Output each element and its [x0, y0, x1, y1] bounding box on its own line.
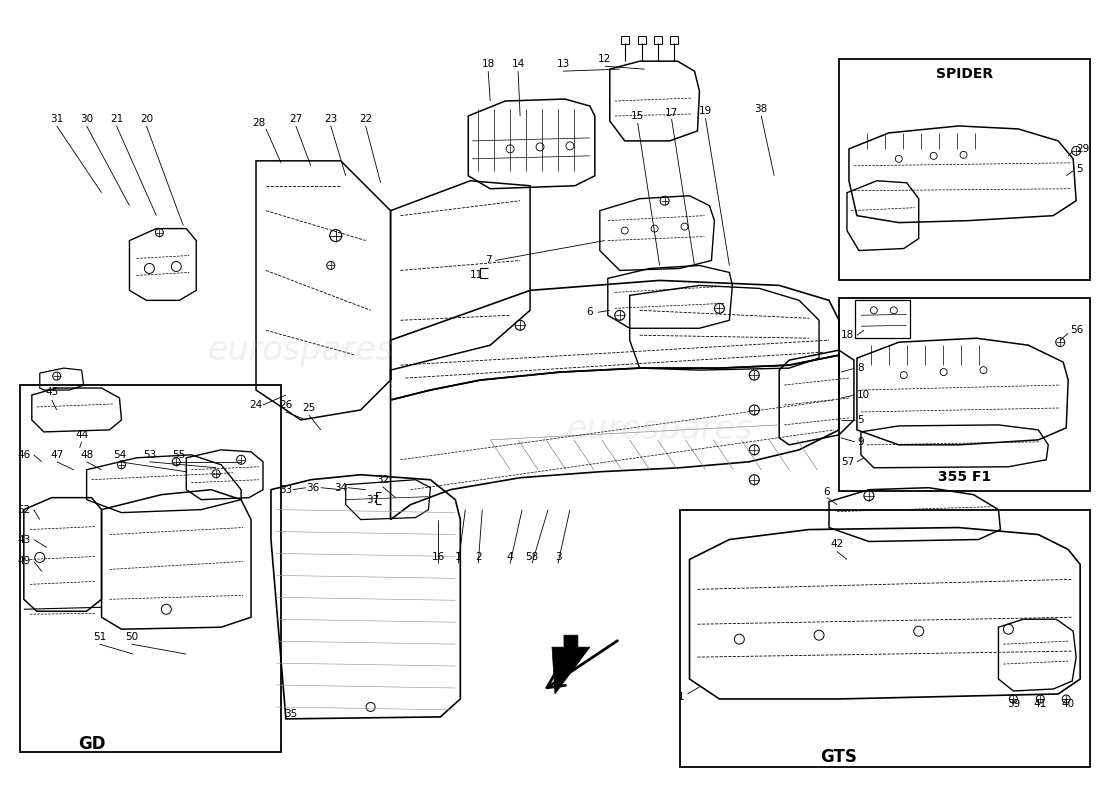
Text: 30: 30: [80, 114, 94, 124]
Text: 38: 38: [755, 104, 768, 114]
Text: 11: 11: [470, 270, 483, 281]
Text: 27: 27: [289, 114, 302, 124]
Bar: [680, 510, 1090, 766]
Text: 56: 56: [1070, 326, 1084, 335]
Text: 21: 21: [110, 114, 123, 124]
Text: 51: 51: [92, 632, 107, 642]
Text: 52: 52: [18, 505, 31, 514]
Text: 15: 15: [631, 111, 645, 121]
Text: 55: 55: [173, 450, 186, 460]
Text: 1: 1: [455, 553, 462, 562]
Text: 41: 41: [1034, 699, 1047, 709]
Text: 10: 10: [857, 390, 870, 400]
Bar: [670, 36, 678, 44]
Polygon shape: [552, 635, 590, 694]
Bar: [20, 385, 281, 752]
Text: GD: GD: [78, 735, 106, 753]
Text: 57: 57: [840, 457, 854, 466]
Text: 46: 46: [18, 450, 31, 460]
Bar: [638, 36, 646, 44]
Text: 54: 54: [113, 450, 127, 460]
Text: 45: 45: [45, 387, 58, 397]
Text: 17: 17: [666, 108, 679, 118]
Text: 18: 18: [482, 59, 495, 69]
Text: 34: 34: [334, 482, 348, 493]
Text: 35: 35: [284, 709, 297, 719]
Text: 37: 37: [366, 494, 379, 505]
Text: 44: 44: [75, 430, 88, 440]
Text: 3: 3: [554, 553, 561, 562]
Text: 1: 1: [678, 692, 684, 702]
Text: 4: 4: [507, 553, 514, 562]
Text: 36: 36: [306, 482, 319, 493]
Text: SPIDER: SPIDER: [936, 67, 993, 81]
Text: 8: 8: [857, 363, 864, 373]
Text: 355 F1: 355 F1: [938, 470, 991, 484]
Text: GTS: GTS: [821, 748, 857, 766]
Text: 53: 53: [143, 450, 156, 460]
Text: 6: 6: [824, 486, 830, 497]
Text: 6: 6: [586, 307, 593, 318]
Text: 20: 20: [140, 114, 153, 124]
Text: 49: 49: [18, 557, 31, 566]
Text: 5: 5: [1076, 164, 1082, 174]
Bar: [620, 36, 629, 44]
Text: 2: 2: [475, 553, 482, 562]
Text: 33: 33: [279, 485, 293, 494]
Text: 50: 50: [125, 632, 138, 642]
Text: 48: 48: [80, 450, 94, 460]
Bar: [839, 59, 1090, 281]
Text: 31: 31: [51, 114, 64, 124]
Text: 32: 32: [376, 474, 389, 485]
Bar: [839, 298, 1090, 490]
Text: eurospares: eurospares: [208, 334, 394, 366]
Text: 23: 23: [324, 114, 338, 124]
Text: 12: 12: [598, 54, 612, 64]
Text: 18: 18: [840, 330, 854, 340]
Text: 14: 14: [512, 59, 525, 69]
Text: 43: 43: [18, 534, 31, 545]
Text: eurospares: eurospares: [566, 414, 752, 446]
Text: 42: 42: [830, 539, 844, 550]
Text: 7: 7: [485, 255, 492, 266]
Text: 39: 39: [1006, 699, 1020, 709]
Text: 19: 19: [698, 106, 712, 116]
Text: 25: 25: [302, 403, 316, 413]
Text: 16: 16: [432, 553, 446, 562]
Text: 29: 29: [1076, 144, 1089, 154]
Text: 5: 5: [857, 415, 864, 425]
Text: 28: 28: [252, 118, 265, 128]
Text: 47: 47: [51, 450, 64, 460]
Text: 24: 24: [250, 400, 263, 410]
Text: 58: 58: [526, 553, 539, 562]
Text: 40: 40: [1062, 699, 1075, 709]
Text: 13: 13: [557, 59, 570, 69]
Bar: [653, 36, 661, 44]
Text: 26: 26: [279, 400, 293, 410]
Bar: [855, 300, 910, 338]
Text: 9: 9: [857, 437, 864, 447]
Text: 22: 22: [359, 114, 372, 124]
